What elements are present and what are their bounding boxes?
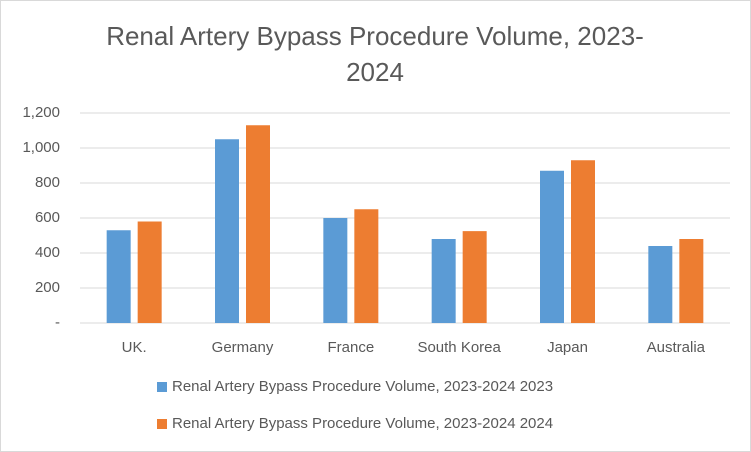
bar bbox=[431, 239, 456, 323]
legend-label: Renal Artery Bypass Procedure Volume, 20… bbox=[172, 378, 553, 395]
bar bbox=[462, 231, 487, 323]
y-tick-label: 200 bbox=[35, 279, 60, 296]
bar bbox=[571, 160, 595, 323]
x-tick-label: Germany bbox=[212, 339, 274, 356]
bar bbox=[648, 246, 673, 323]
y-tick-label: 1,000 bbox=[22, 139, 60, 156]
legend-label: Renal Artery Bypass Procedure Volume, 20… bbox=[172, 415, 553, 432]
x-tick-label: Japan bbox=[547, 339, 588, 356]
x-tick-label: France bbox=[327, 339, 374, 356]
y-tick-label: - bbox=[55, 314, 60, 331]
y-tick-label: 800 bbox=[35, 174, 60, 191]
y-tick-label: 600 bbox=[35, 209, 60, 226]
legend-swatch bbox=[157, 382, 167, 392]
bar bbox=[679, 239, 704, 323]
x-tick-label: Australia bbox=[647, 339, 706, 356]
legend-swatch bbox=[157, 419, 167, 429]
bar bbox=[137, 221, 162, 323]
y-tick-label: 1,200 bbox=[22, 104, 60, 121]
bar bbox=[215, 139, 239, 323]
x-tick-label: South Korea bbox=[417, 339, 501, 356]
y-tick-label: 400 bbox=[35, 244, 60, 261]
bar bbox=[246, 125, 270, 323]
x-tick-label: UK. bbox=[122, 339, 147, 356]
chart-title: Renal Artery Bypass Procedure Volume, 20… bbox=[106, 21, 644, 87]
bar bbox=[106, 230, 131, 323]
bar bbox=[323, 218, 348, 323]
bar bbox=[354, 209, 379, 323]
bar bbox=[540, 170, 564, 323]
